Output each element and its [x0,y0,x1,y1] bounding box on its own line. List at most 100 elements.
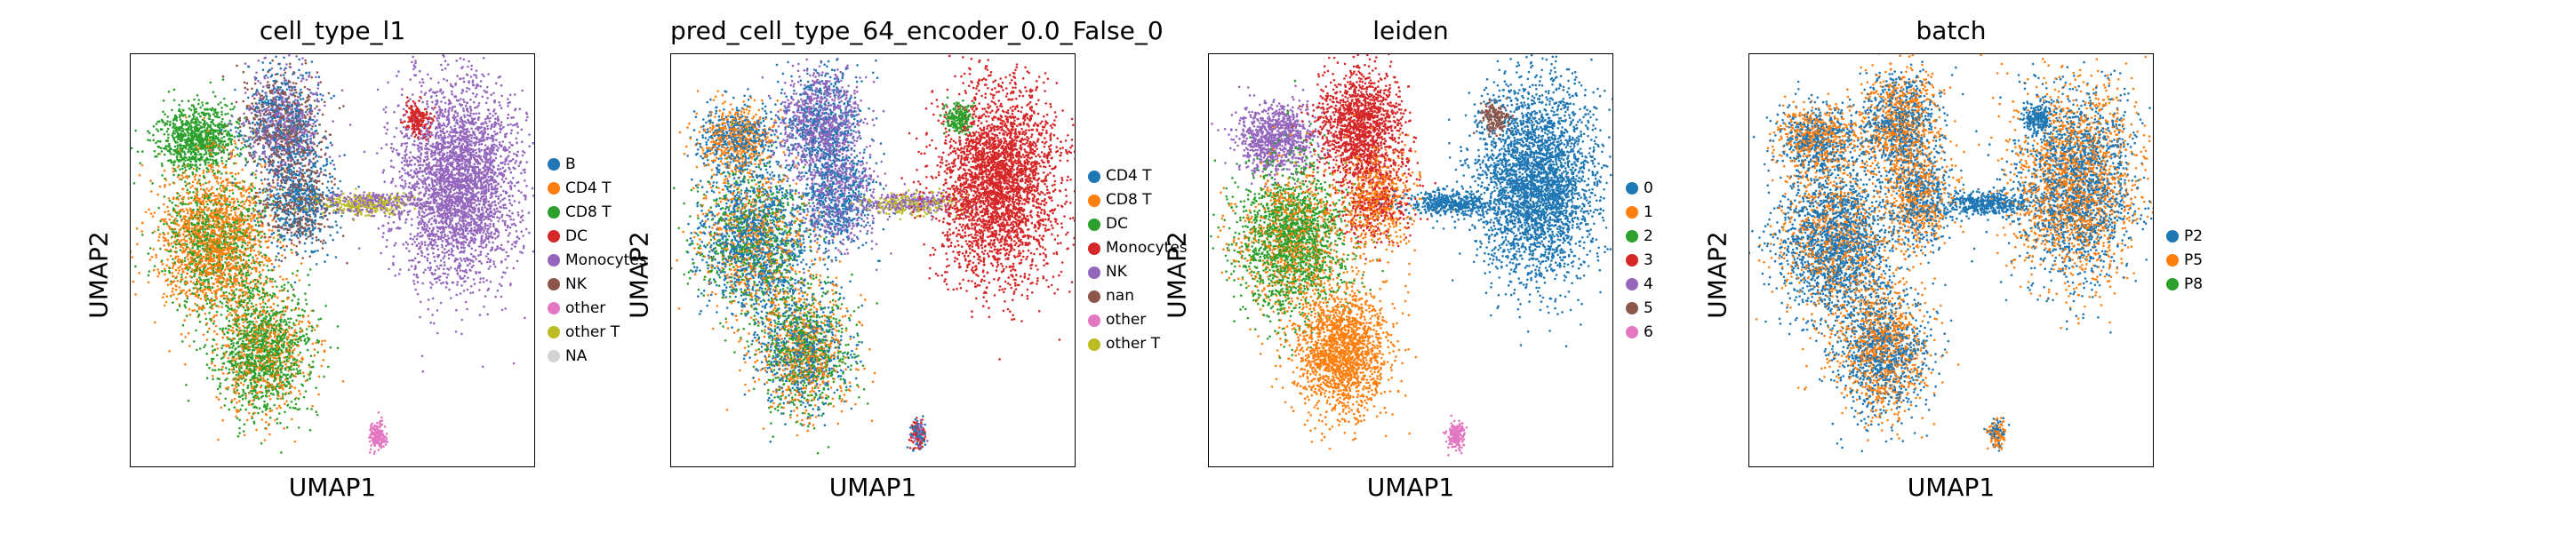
legend-label: other [1106,308,1146,332]
legend-marker [1088,242,1100,255]
legend-label: P5 [2184,249,2203,273]
legend-label: other T [1106,332,1160,356]
legend-label: CD8 T [1106,188,1152,212]
legend-marker [1088,290,1100,303]
legend-marker [1626,206,1638,219]
cluster-mid-left [1749,114,1930,383]
legend-item: other T [1088,332,1188,356]
legend-label: other T [565,321,620,345]
legend-marker [548,182,560,195]
legend-item: DC [548,225,647,249]
legend-marker [1626,254,1638,266]
panel-title: pred_cell_type_64_encoder_0.0_False_0 [670,16,1164,45]
cluster-right [1432,54,1612,348]
legend-label: other [565,297,605,321]
legend-label: Monocytes [1106,236,1188,260]
legend-label: Monocytes [565,249,647,273]
cluster-bottom-island [1442,414,1468,457]
legend-item: P8 [2166,273,2203,297]
legend-marker [548,278,560,290]
cluster-mid-center [1856,130,1990,285]
legend-marker [2166,254,2179,266]
x-axis-label: UMAP1 [1748,473,2154,502]
legend-marker [1088,170,1100,183]
legend-item: NK [1088,260,1188,284]
legend-marker [548,230,560,243]
cluster-right [1971,54,2153,334]
legend-label: NA [565,345,587,369]
legend-marker [1626,326,1638,338]
legend-label: P8 [2184,273,2203,297]
cluster-lower-left [185,225,345,454]
legend-label: NK [1106,260,1127,284]
legend: B CD4 T CD8 T DC Monocytes NK other other T NA [548,153,647,369]
legend-label: NK [565,273,587,297]
legend-label: 0 [1644,177,1653,201]
panel-title: leiden [1208,16,1613,45]
legend-marker [548,326,560,338]
legend: CD4 T CD8 T DC Monocytes NK nan other other T [1088,164,1188,356]
legend-marker [1626,278,1638,290]
legend-marker [1626,302,1638,314]
legend-marker [1088,266,1100,279]
legend-item: 1 [1626,201,1653,225]
panel-title: cell_type_l1 [130,16,535,45]
x-axis-label: UMAP1 [1208,473,1613,502]
plot-area [1208,53,1613,467]
cluster-bottom-island [368,411,389,456]
legend-label: CD4 T [1106,164,1152,188]
legend-marker [1626,230,1638,243]
legend-item: 5 [1626,297,1653,321]
legend-item: CD4 T [1088,164,1188,188]
legend-marker [2166,230,2179,243]
legend-item: CD4 T [548,177,647,201]
y-axis-label: UMAP2 [1163,222,1192,329]
cluster-bottom-island [906,415,929,452]
umap-panel-1: cell_type_l1 UMAP2 UMAP1 B CD4 T CD8 T DC Monoc… [50,0,725,533]
legend-marker [1088,338,1100,351]
legend-item: Monocytes [1088,236,1188,260]
legend-label: B [565,153,576,177]
scatter-points [131,54,534,456]
legend-item: 4 [1626,273,1653,297]
legend-item: CD8 T [1088,188,1188,212]
legend-label: P2 [2184,225,2203,249]
legend-item: nan [1088,284,1188,308]
y-axis-label: UMAP2 [84,222,114,329]
cluster-lower-left [1796,243,1960,453]
legend-label: CD8 T [565,201,612,225]
legend-label: 4 [1644,273,1653,297]
legend-marker [1088,194,1100,207]
legend-item: 3 [1626,249,1653,273]
legend-item: P5 [2166,249,2203,273]
legend-label: 3 [1644,249,1653,273]
cluster-mid-center [248,123,367,291]
legend-marker [548,158,560,171]
scatter-points [1749,54,2153,453]
legend-item: NK [548,273,647,297]
legend-item: 2 [1626,225,1653,249]
legend-label: 2 [1644,225,1653,249]
plot-area [130,53,535,467]
legend-label: CD4 T [565,177,612,201]
cluster-right-top [1472,97,1515,138]
cluster-bottom-island [1983,417,2011,452]
legend-label: DC [1106,212,1128,236]
legend-item: other [1088,308,1188,332]
legend-marker [548,254,560,266]
legend-marker [548,206,560,219]
legend-item: B [548,153,647,177]
legend-label: 6 [1644,321,1653,345]
legend-item: 6 [1626,321,1653,345]
cluster-lower-left [1257,250,1418,450]
cluster-right-top [399,95,436,141]
legend-label: 1 [1644,201,1653,225]
cluster-bridge [1379,187,1510,223]
legend-marker [1088,314,1100,327]
cluster-lower-left [725,230,880,455]
legend-marker [1088,218,1100,231]
umap-panel-2: pred_cell_type_64_encoder_0.0_False_0 UMA… [590,0,1266,533]
panel-title: batch [1748,16,2154,45]
